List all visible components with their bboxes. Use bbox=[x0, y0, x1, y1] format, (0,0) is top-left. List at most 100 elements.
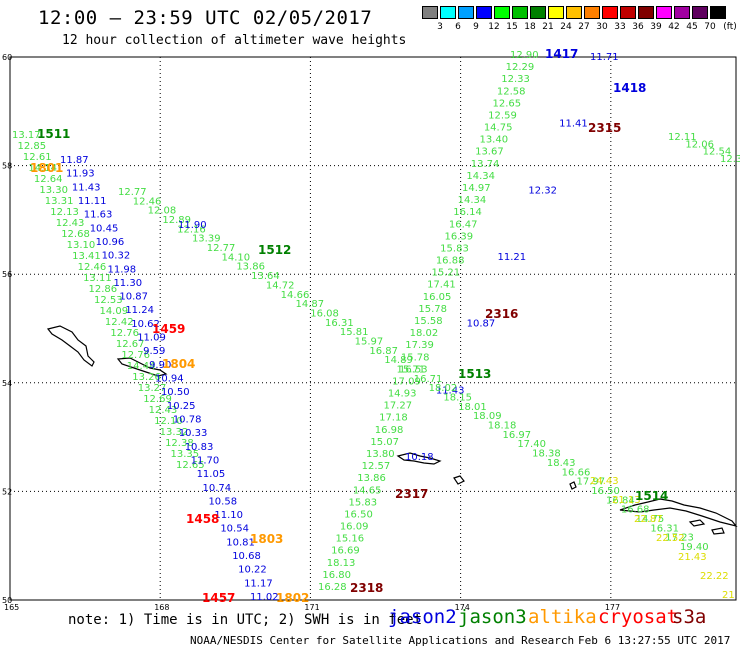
wave-height-value: 24.43 bbox=[590, 476, 619, 487]
wave-height-value: 21 bbox=[722, 590, 735, 601]
wave-height-value: 12.77 bbox=[207, 243, 236, 254]
latitude-label: 50 bbox=[2, 596, 12, 605]
wave-height-value: 11.43 bbox=[436, 385, 465, 396]
wave-height-value: 13.32 bbox=[160, 427, 189, 438]
wave-height-value: 22.87 bbox=[634, 514, 663, 525]
wave-height-value: 16.09 bbox=[340, 522, 369, 533]
pass-time-label: 1514 bbox=[635, 489, 668, 503]
wave-height-value: 16.87 bbox=[369, 346, 398, 357]
pass-time-label: 1457 bbox=[202, 591, 235, 605]
wave-height-value: 17.09 bbox=[392, 376, 421, 387]
wave-height-value: 12.90 bbox=[510, 50, 539, 61]
wave-height-value: 14.97 bbox=[462, 183, 491, 194]
wave-height-value: 12.38 bbox=[165, 438, 194, 449]
legend-swatch bbox=[494, 6, 510, 19]
satellite-legend-item: jason2 bbox=[388, 606, 457, 628]
wave-height-value: 12.89 bbox=[162, 215, 191, 226]
pass-time-labels: 1417 1418 2315 1511 1512 1513 1514 2316 2317 2318… bbox=[30, 47, 668, 605]
legend-swatch bbox=[422, 6, 438, 19]
wave-height-value: 12.77 bbox=[118, 187, 147, 198]
wave-height-value: 18.43 bbox=[547, 458, 576, 469]
wave-height-value: 15.07 bbox=[370, 437, 399, 448]
wave-height-value: 10.81 bbox=[226, 537, 255, 548]
wave-height-value: 12.59 bbox=[488, 110, 517, 121]
wave-height-value: 16.98 bbox=[375, 425, 404, 436]
wave-height-value: 13.35 bbox=[171, 449, 200, 460]
wave-height-value: 9.59 bbox=[143, 346, 165, 357]
wave-height-value: 16.68 bbox=[621, 505, 650, 516]
wave-height-value: 16.71 bbox=[414, 374, 443, 385]
wave-height-value: 13.64 bbox=[251, 271, 280, 282]
wave-height-value: 16.97 bbox=[503, 430, 532, 441]
pass-time-label: 1418 bbox=[613, 81, 646, 95]
wave-height-value: 11.71 bbox=[590, 52, 619, 63]
longitude-label: 165 bbox=[4, 603, 19, 612]
wave-height-value: 12.08 bbox=[148, 206, 177, 217]
wave-height-value: 10.96 bbox=[96, 237, 125, 248]
wave-height-value: 12.67 bbox=[116, 339, 145, 350]
pass-time-label: 2315 bbox=[588, 121, 621, 135]
wave-height-value: 16.14 bbox=[453, 207, 482, 218]
wave-height-value: 19.40 bbox=[680, 542, 709, 553]
wave-height-value: 12.43 bbox=[56, 218, 85, 229]
latitude-label: 52 bbox=[2, 487, 12, 496]
wave-height-value: 12.69 bbox=[143, 394, 172, 405]
wave-height-value: 16.08 bbox=[310, 308, 339, 319]
wave-height-value: 9.90 bbox=[149, 360, 171, 371]
wave-height-value: 10.50 bbox=[161, 387, 190, 398]
generated-timestamp: Feb 6 13:27:55 UTC 2017 bbox=[578, 634, 731, 647]
wave-height-value: 17.27 bbox=[383, 401, 412, 412]
wave-height-value: 12.68 bbox=[61, 229, 90, 240]
wave-height-value: 11.21 bbox=[498, 252, 527, 263]
wave-height-value: 13.30 bbox=[39, 185, 68, 196]
wave-height-value: 15.83 bbox=[440, 243, 469, 254]
wave-height-value: 10.45 bbox=[90, 223, 119, 234]
wave-height-value: 12.46 bbox=[133, 196, 162, 207]
wave-height-value: 12.29 bbox=[506, 62, 535, 73]
longitude-label: 177 bbox=[605, 603, 620, 612]
legend-label: 45 bbox=[686, 22, 698, 32]
latitude-label: 60 bbox=[2, 53, 12, 62]
wave-height-value: 18.38 bbox=[532, 449, 561, 460]
footer-note: note: 1) Time is in UTC; 2) SWH is in fe… bbox=[68, 612, 423, 628]
wave-height-value: 11.02 bbox=[250, 592, 279, 603]
legend-label: 36 bbox=[632, 22, 644, 32]
wave-height-value: 14.75 bbox=[636, 514, 665, 525]
wave-height-value: 11.93 bbox=[66, 169, 95, 180]
legend-swatch bbox=[602, 6, 618, 19]
wave-height-value: 22.22 bbox=[700, 571, 729, 582]
wave-height-value: 12.64 bbox=[34, 174, 63, 185]
wave-height-value: 16.84 bbox=[606, 495, 635, 506]
wave-height-value: 10.87 bbox=[119, 292, 148, 303]
pass-time-label: 1459 bbox=[152, 322, 185, 336]
wave-height-value: 11.17 bbox=[244, 578, 273, 589]
legend-swatch bbox=[458, 6, 474, 19]
wave-height-value: 11.30 bbox=[113, 278, 142, 289]
wave-height-value: 13.67 bbox=[475, 147, 504, 158]
wave-height-value: 11.09 bbox=[137, 333, 166, 344]
wave-height-value: 10.32 bbox=[102, 251, 131, 262]
wave-height-value: 13.27 bbox=[138, 383, 167, 394]
legend-label: 70 bbox=[704, 22, 716, 32]
satellite-legend-item: s3a bbox=[672, 606, 707, 628]
wave-height-value: 11.05 bbox=[197, 469, 226, 480]
wave-height-value: 17.40 bbox=[517, 439, 546, 450]
wave-height-value: 12.76 bbox=[110, 328, 139, 339]
legend-swatch bbox=[440, 6, 456, 19]
wave-height-value: 10.62 bbox=[131, 319, 160, 330]
legend-swatch bbox=[620, 6, 636, 19]
legend-label: 33 bbox=[614, 22, 626, 32]
legend-swatch bbox=[584, 6, 600, 19]
wave-height-value: 16.28 bbox=[318, 582, 347, 593]
wave-height-value: 11.41 bbox=[559, 119, 588, 130]
wave-height-value: 16.31 bbox=[650, 523, 679, 534]
pass-time-label: 1801 bbox=[30, 161, 63, 175]
page-subtitle: 12 hour collection of altimeter wave hei… bbox=[62, 33, 407, 48]
legend-label: 12 bbox=[488, 22, 500, 32]
wave-height-value: 12.61 bbox=[23, 152, 52, 163]
legend-label: 6 bbox=[455, 22, 461, 32]
pass-time-label: 1511 bbox=[37, 127, 70, 141]
wave-height-value: 17.23 bbox=[665, 533, 694, 544]
page-title: 12:00 – 23:59 UTC 02/05/2017 bbox=[38, 7, 373, 29]
